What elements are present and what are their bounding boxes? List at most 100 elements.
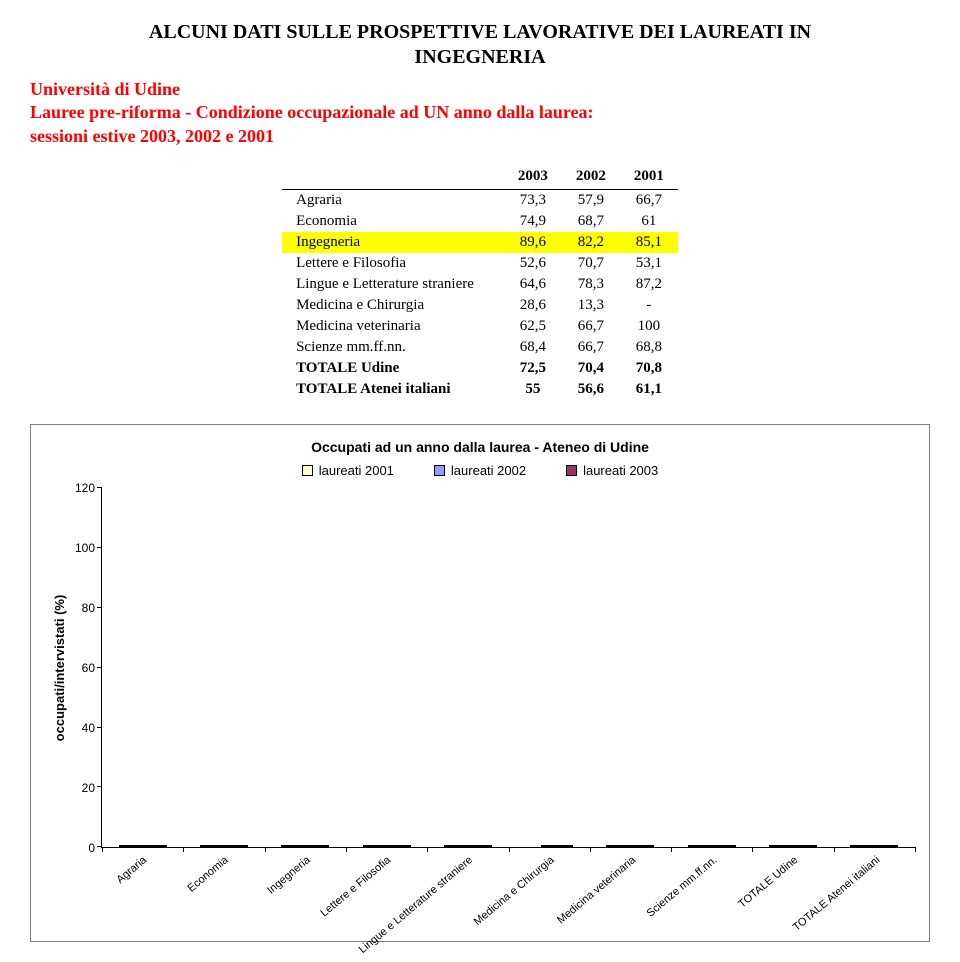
cell: 72,5 — [504, 358, 562, 379]
legend-item: laureati 2001 — [302, 463, 394, 478]
bar — [151, 845, 167, 847]
cell: 68,8 — [620, 337, 678, 358]
bar — [460, 845, 476, 847]
bar-group — [508, 845, 589, 847]
cell: - — [620, 295, 678, 316]
bar-group — [183, 845, 264, 847]
cell: 52,6 — [504, 253, 562, 274]
y-tick-label: 0 — [88, 841, 95, 855]
table-row: Medicina veterinaria62,566,7100 — [282, 316, 678, 337]
bar — [216, 845, 232, 847]
cell: 70,7 — [562, 253, 620, 274]
cell: 13,3 — [562, 295, 620, 316]
cell: 56,6 — [562, 379, 620, 400]
cell: 57,9 — [562, 190, 620, 211]
cell: 55 — [504, 379, 562, 400]
cell: 73,3 — [504, 190, 562, 211]
legend-label: laureati 2001 — [319, 463, 394, 478]
bar — [638, 845, 654, 847]
legend-swatch — [566, 465, 577, 476]
bar — [541, 845, 557, 847]
y-tick-mark — [97, 547, 102, 548]
row-label: TOTALE Udine — [282, 358, 504, 379]
cell: 87,2 — [620, 274, 678, 295]
row-label: Lettere e Filosofia — [282, 253, 504, 274]
x-label-cell: TOTALE Udine — [752, 848, 833, 933]
bar — [785, 845, 801, 847]
bar — [606, 845, 622, 847]
y-tick-label: 100 — [75, 541, 95, 555]
cell: 66,7 — [562, 337, 620, 358]
x-label-cell: Medicina veterinaria — [589, 848, 670, 933]
bar — [769, 845, 785, 847]
table-row: Lingue e Letterature straniere64,678,387… — [282, 274, 678, 295]
title-block: ALCUNI DATI SULLE PROSPETTIVE LAVORATIVE… — [30, 20, 930, 70]
cell: 66,7 — [562, 316, 620, 337]
legend-swatch — [302, 465, 313, 476]
col-header: 2001 — [620, 166, 678, 190]
cell: 70,8 — [620, 358, 678, 379]
cell: 28,6 — [504, 295, 562, 316]
x-label-cell: Ingegneria — [264, 848, 345, 933]
x-label-cell: TOTALE Atenei italiani — [834, 848, 915, 933]
y-tick-mark — [97, 487, 102, 488]
legend-item: laureati 2002 — [434, 463, 526, 478]
bar — [232, 845, 248, 847]
y-label-wrap: occupati/intervistati (%) — [45, 488, 67, 848]
x-label-cell: Lettere e Filosofia — [345, 848, 426, 933]
table-row: Economia74,968,761 — [282, 211, 678, 232]
subtitle-line3: sessioni estive 2003, 2002 e 2001 — [30, 125, 930, 148]
bar-group — [834, 845, 915, 847]
row-label: TOTALE Atenei italiani — [282, 379, 504, 400]
bar-group — [671, 845, 752, 847]
cell: 61,1 — [620, 379, 678, 400]
bar — [688, 845, 704, 847]
x-labels: Agraria EconomiaIngegneria Lettere e Filos… — [101, 848, 915, 933]
bar-group — [752, 845, 833, 847]
bar — [882, 845, 898, 847]
bar — [557, 845, 573, 847]
legend-swatch — [434, 465, 445, 476]
row-label: Medicina veterinaria — [282, 316, 504, 337]
x-label-cell: Economia — [182, 848, 263, 933]
y-tick-label: 40 — [82, 721, 95, 735]
bar — [395, 845, 411, 847]
subtitle-line2: Lauree pre-riforma - Condizione occupazi… — [30, 101, 930, 124]
chart-box: Occupati ad un anno dalla laurea - Atene… — [30, 424, 930, 942]
bar-group — [427, 845, 508, 847]
col-header: 2002 — [562, 166, 620, 190]
y-tick-mark — [97, 727, 102, 728]
subtitle-line1: Università di Udine — [30, 78, 930, 101]
col-header: 2003 — [504, 166, 562, 190]
row-label: Medicina e Chirurgia — [282, 295, 504, 316]
cell: 74,9 — [504, 211, 562, 232]
bar — [866, 845, 882, 847]
bar — [476, 845, 492, 847]
legend-item: laureati 2003 — [566, 463, 658, 478]
row-label: Economia — [282, 211, 504, 232]
cell: 61 — [620, 211, 678, 232]
bar-groups — [102, 488, 915, 847]
x-label-cell: Scienze mm.ff.nn. — [671, 848, 752, 933]
bar-group — [265, 845, 346, 847]
y-tick-label: 120 — [75, 481, 95, 495]
row-label: Ingegneria — [282, 232, 504, 253]
bar — [720, 845, 736, 847]
y-axis-label: occupati/intervistati (%) — [52, 595, 67, 742]
cell: 62,5 — [504, 316, 562, 337]
cell: 89,6 — [504, 232, 562, 253]
table-row: TOTALE Atenei italiani5556,661,1 — [282, 379, 678, 400]
cell: 85,1 — [620, 232, 678, 253]
x-label-cell: Agraria — [101, 848, 182, 933]
y-tick-mark — [97, 667, 102, 668]
x-label: Agraria — [115, 854, 150, 886]
x-label: Ingegneria — [265, 854, 313, 897]
table-row: TOTALE Udine72,570,470,8 — [282, 358, 678, 379]
bar — [444, 845, 460, 847]
cell: 66,7 — [620, 190, 678, 211]
table-row: Medicina e Chirurgia28,613,3- — [282, 295, 678, 316]
bar — [200, 845, 216, 847]
row-label: Scienze mm.ff.nn. — [282, 337, 504, 358]
table-row: Agraria73,357,966,7 — [282, 190, 678, 211]
subtitle-block: Università di Udine Lauree pre-riforma -… — [30, 78, 930, 148]
